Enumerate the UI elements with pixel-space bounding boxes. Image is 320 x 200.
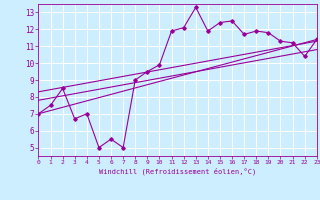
X-axis label: Windchill (Refroidissement éolien,°C): Windchill (Refroidissement éolien,°C) [99, 168, 256, 175]
